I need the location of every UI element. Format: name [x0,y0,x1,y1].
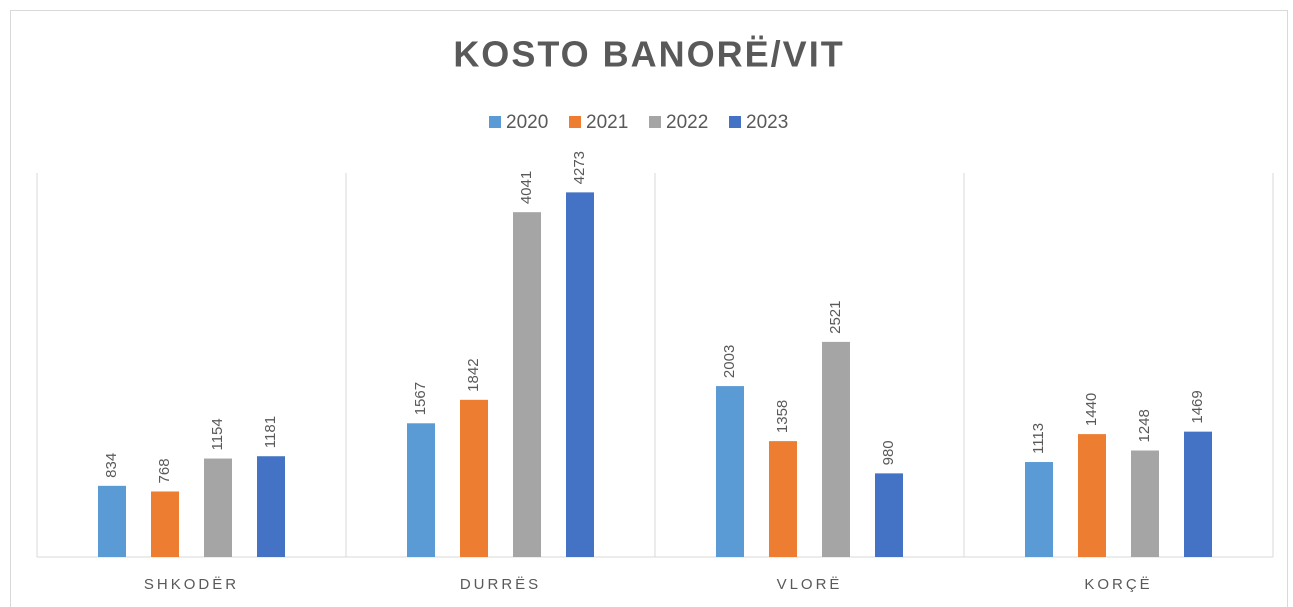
bar [460,399,488,557]
data-label: 1440 [1083,393,1100,426]
data-label: 2521 [827,300,844,333]
legend-swatch [729,116,741,128]
data-label: 1567 [412,382,429,415]
bar [822,341,850,557]
bar [875,473,903,557]
data-label: 1113 [1030,423,1047,454]
data-label: 2003 [721,345,738,378]
bar [1184,431,1212,557]
legend-label: 2023 [746,112,788,133]
x-tick-label: KORÇË [1084,576,1152,593]
data-label: 980 [880,440,897,465]
legend-swatch [649,116,661,128]
data-label: 1248 [1136,409,1153,442]
bar [1025,462,1053,557]
chart-title: KOSTO BANORË/VIT [453,34,844,75]
data-label: 4041 [518,171,535,204]
legend-label: 2021 [586,112,628,133]
data-label: 4273 [571,151,588,184]
data-label: 1358 [774,400,791,433]
bar [716,386,744,557]
bar [151,491,179,557]
data-label: 834 [103,453,120,478]
bar [204,458,232,557]
legend-swatch [569,116,581,128]
bar [1078,434,1106,557]
legend-label: 2022 [666,112,708,133]
x-tick-label: SHKODËR [144,576,239,593]
legend-swatch [489,116,501,128]
bar [769,441,797,557]
x-tick-label: VLORË [777,576,843,593]
bar [513,212,541,557]
bar [98,485,126,557]
data-label: 1181 [262,416,279,448]
data-label: 768 [156,458,173,483]
bar [566,192,594,557]
bar [1131,450,1159,557]
data-label: 1842 [465,358,482,391]
bar [257,456,285,557]
data-label: 1469 [1189,390,1206,423]
bar [407,423,435,557]
x-tick-label: DURRËS [460,576,541,593]
data-label: 1154 [209,418,226,450]
legend-label: 2020 [506,112,548,133]
